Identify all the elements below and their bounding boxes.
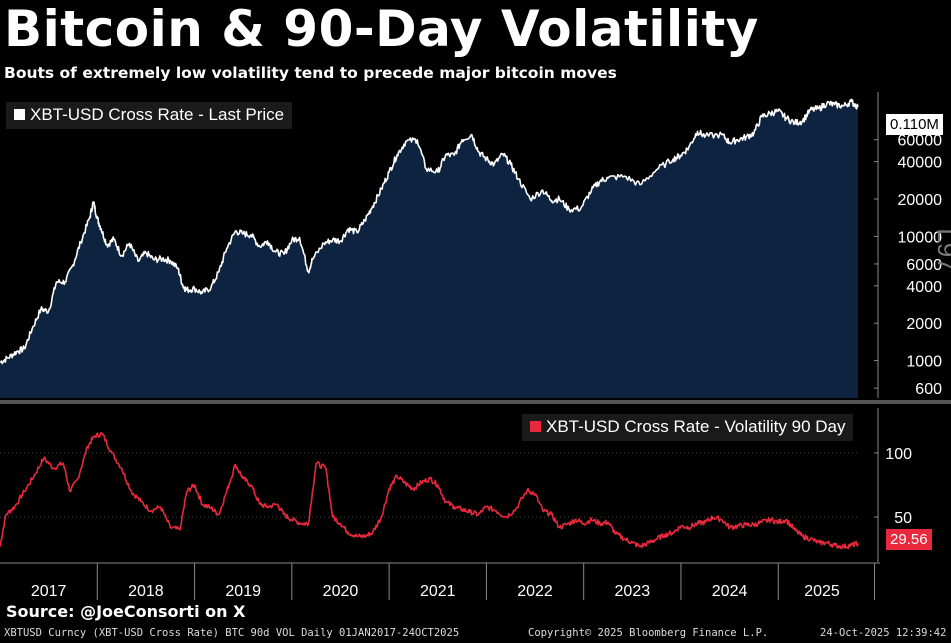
panel-divider: [0, 400, 951, 404]
price-panel-label: L97: [932, 228, 951, 271]
price-last-value-tag: 0.110M: [886, 114, 943, 135]
volatility-panel: 50 100: [0, 408, 912, 562]
x-tick-label: 2021: [420, 583, 456, 600]
page-title: Bitcoin & 90-Day Volatility: [4, 0, 759, 58]
price-y-tick-label: 2000: [906, 316, 942, 333]
price-panel: 600 1000 2000 4000 6000 10000 20000 40000 60000 L…: [0, 92, 951, 404]
vol-y-tick-label: 100: [885, 446, 912, 463]
price-y-tick-label: 60000: [898, 133, 943, 150]
price-area-fill: [0, 99, 858, 399]
source-credit: Source: @JoeConsorti on X: [6, 602, 246, 621]
price-y-tick-label: 4000: [906, 279, 942, 296]
volatility-legend: XBT-USD Cross Rate - Volatility 90 Day: [522, 414, 854, 441]
price-y-tick-label: 1000: [906, 354, 942, 371]
x-tick-label: 2025: [804, 583, 840, 600]
ticker-line: XBTUSD Curncy (XBT-USD Cross Rate) BTC 9…: [4, 627, 460, 639]
x-tick-label: 2020: [323, 583, 359, 600]
volatility-legend-swatch: [530, 421, 541, 432]
price-legend: XBT-USD Cross Rate - Last Price: [6, 102, 293, 129]
page-subtitle: Bouts of extremely low volatility tend t…: [4, 64, 617, 82]
x-tick-label: 2018: [128, 583, 164, 600]
volatility-line: [0, 432, 859, 550]
volatility-last-value-tag: 29.56: [886, 529, 932, 550]
x-tick-label: 2019: [225, 583, 261, 600]
price-legend-label: XBT-USD Cross Rate - Last Price: [30, 105, 285, 124]
vol-y-tick-label: 50: [894, 510, 912, 527]
price-y-tick-label: 40000: [898, 155, 943, 172]
x-axis: 2017 2018 2019 2020 2021 2022 2023 2024 2025: [0, 562, 880, 600]
timestamp-text: 24-Oct-2025 12:39:42: [820, 627, 947, 639]
x-tick-label: 2022: [517, 583, 553, 600]
price-legend-swatch: [14, 109, 25, 120]
price-y-tick-label: 20000: [898, 192, 943, 209]
price-line: [0, 98, 859, 365]
price-y-tick-label: 600: [915, 381, 942, 398]
copyright-text: Copyright© 2025 Bloomberg Finance L.P.: [528, 627, 769, 639]
x-tick-label: 2017: [31, 583, 67, 600]
x-tick-label: 2023: [615, 583, 651, 600]
chart-area: 600 1000 2000 4000 6000 10000 20000 40000 60000 L…: [0, 92, 951, 600]
price-y-tick-label: 6000: [906, 257, 942, 274]
x-tick-label: 2024: [712, 583, 748, 600]
price-y-tick-label: 10000: [898, 229, 943, 246]
volatility-legend-label: XBT-USD Cross Rate - Volatility 90 Day: [546, 417, 846, 436]
